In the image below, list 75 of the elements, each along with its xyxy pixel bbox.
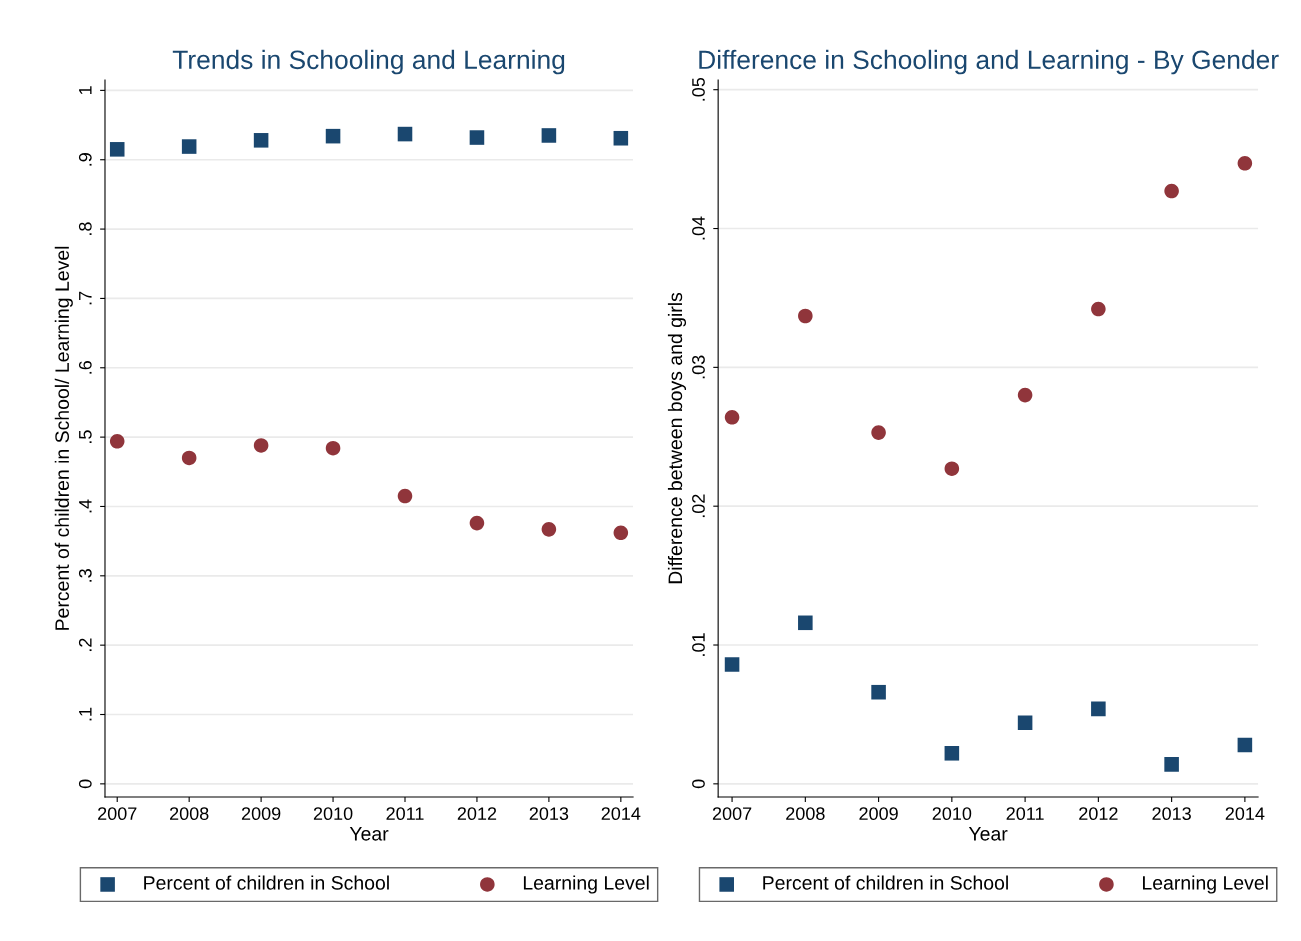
y-tick-label: .9 <box>78 153 92 166</box>
point <box>469 515 485 531</box>
point <box>1017 715 1033 731</box>
x-tick-label: 2013 <box>529 807 569 821</box>
chart-title: Trends in Schooling and Learning <box>172 49 565 75</box>
y-tick-label: .3 <box>78 569 92 582</box>
point <box>541 128 557 143</box>
y-tick-label: .02 <box>692 494 705 518</box>
point <box>871 684 886 700</box>
point <box>253 438 269 453</box>
chart-title: Difference in Schooling and Learning - By Gender <box>699 49 1279 75</box>
x-axis-title: Year <box>968 827 1008 841</box>
y-tick-label: .5 <box>79 430 92 443</box>
legend-label: Percent of children in School <box>763 875 1008 890</box>
point <box>1017 387 1033 403</box>
point <box>1091 701 1106 717</box>
point <box>613 130 629 146</box>
x-tick-label: 2011 <box>1006 807 1044 821</box>
legend-label: Learning Level <box>1143 875 1268 894</box>
y-tick-label: .01 <box>692 633 705 656</box>
point <box>871 425 886 440</box>
legend-label: Percent of children in School <box>144 875 389 890</box>
x-tick-label: 2008 <box>169 807 209 821</box>
y-tick-label: .05 <box>692 77 705 101</box>
y-tick-label: 0 <box>692 779 705 789</box>
point <box>1164 757 1179 772</box>
y-tick-label: .04 <box>692 216 705 240</box>
x-tick-label: 2009 <box>241 807 281 821</box>
x-tick-label: 2010 <box>932 807 972 821</box>
x-tick-label: 2007 <box>712 807 752 821</box>
x-tick-label: 2013 <box>1152 807 1191 821</box>
x-tick-label: 2008 <box>786 807 825 821</box>
y-tick-label: .1 <box>79 707 92 721</box>
point <box>181 450 197 466</box>
point <box>944 746 960 761</box>
y-tick-label: .6 <box>78 361 92 374</box>
point <box>469 130 485 145</box>
point <box>109 142 125 157</box>
point <box>724 657 740 672</box>
point <box>944 461 960 476</box>
point <box>397 126 413 142</box>
y-tick-label: 0 <box>78 779 92 789</box>
x-tick-label: 2012 <box>1079 807 1118 821</box>
x-tick-label: 2014 <box>601 807 641 821</box>
point <box>325 128 341 144</box>
y-tick-label: .2 <box>78 638 92 652</box>
y-tick-label: .03 <box>692 355 705 379</box>
y-axis-title: Difference between boys and girls <box>667 292 687 584</box>
point <box>109 434 125 449</box>
y-tick-label: .4 <box>79 499 92 513</box>
x-axis-title: Year <box>349 827 389 841</box>
legend-label: Learning Level <box>523 875 649 894</box>
y-tick-label: .8 <box>78 222 92 235</box>
x-tick-label: 2009 <box>859 807 898 821</box>
point <box>724 410 740 425</box>
point <box>181 139 197 154</box>
x-tick-label: 2014 <box>1225 807 1265 821</box>
point <box>1237 737 1253 753</box>
point <box>1237 156 1253 171</box>
point <box>1091 301 1106 317</box>
point <box>397 488 413 504</box>
y-axis-title: Percent of children in School/ Learning Level <box>54 246 73 630</box>
y-tick-label: .7 <box>79 291 92 305</box>
point <box>541 522 557 537</box>
point <box>798 615 813 631</box>
x-tick-label: 2010 <box>313 807 353 821</box>
point <box>1164 183 1179 199</box>
y-tick-label: 1 <box>79 86 92 95</box>
point <box>613 525 629 541</box>
x-tick-label: 2011 <box>386 807 424 821</box>
point <box>798 308 813 324</box>
point <box>253 133 269 148</box>
x-tick-label: 2007 <box>98 807 137 821</box>
x-tick-label: 2012 <box>457 807 497 821</box>
point <box>325 440 341 456</box>
